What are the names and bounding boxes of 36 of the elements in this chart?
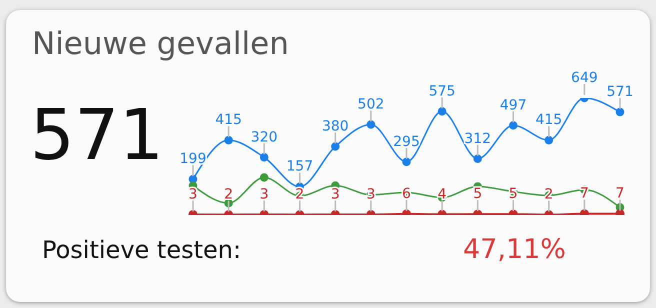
text: 47,11%	[463, 234, 566, 265]
data-label: 502	[358, 96, 384, 112]
point	[473, 154, 482, 164]
data-label: 3	[188, 186, 198, 202]
data-label: 5	[473, 186, 482, 202]
data-label: 3	[260, 186, 269, 202]
point	[438, 107, 446, 116]
point	[331, 142, 340, 151]
data-label: 380	[322, 118, 349, 134]
data-label: 295	[393, 134, 420, 150]
data-label: 571	[606, 84, 634, 100]
point	[544, 136, 554, 144]
point	[260, 153, 268, 162]
data-label: 575	[428, 83, 456, 100]
point	[616, 108, 624, 116]
data-label: 199	[180, 151, 206, 168]
data-label: 649	[571, 70, 598, 86]
data-label: 497	[500, 97, 527, 114]
data-label: 320	[250, 129, 278, 146]
data-label: 7	[616, 186, 624, 202]
data-label: 3	[366, 186, 376, 202]
point	[366, 120, 376, 129]
point	[224, 136, 233, 144]
point	[402, 158, 411, 166]
point	[260, 173, 268, 182]
text: Positieve testen:	[42, 236, 242, 264]
data-label: 415	[535, 112, 562, 128]
chart-title: Nieuwe gevallen	[32, 26, 289, 62]
point	[509, 121, 518, 130]
data-label: 3	[330, 186, 340, 202]
data-label: 312	[464, 130, 492, 147]
data-label: 157	[286, 158, 314, 175]
text: 571	[30, 94, 164, 176]
data-label: 415	[215, 112, 242, 128]
data-label: 2	[224, 186, 234, 203]
data-label: 2	[544, 186, 554, 203]
